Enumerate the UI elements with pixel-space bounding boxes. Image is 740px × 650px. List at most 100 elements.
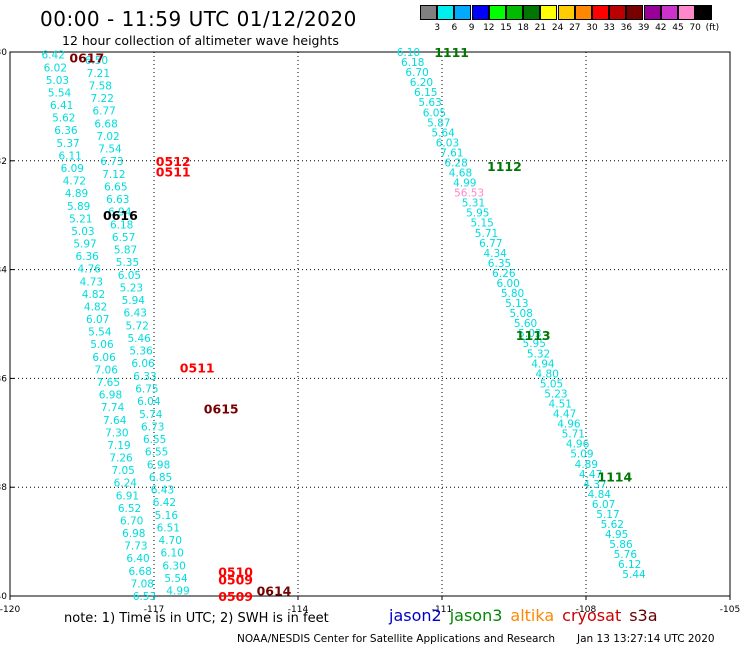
color-scale-label: 9 [468,23,475,33]
wave-height-value: 5.37 [56,138,79,150]
wave-height-value: 4.95 [605,529,628,541]
axis-ticks: -120 -117 -114 -111 -108 -105 -30 -32 -34 -36 -38 -… [0,48,740,615]
wave-height-value: 6.98 [122,528,145,540]
y-tick-label: -36 [0,374,7,384]
wave-height-value: 5.08 [510,308,533,320]
wave-height-value: 6.57 [112,232,135,244]
wave-height-value: 6.68 [94,118,117,130]
wave-height-value: 5.74 [139,409,163,421]
color-scale-label: 21 [534,23,547,33]
x-tick-label: -111 [432,605,452,615]
pass-time-label: 0615 [204,401,239,416]
wave-height-value: 6.75 [135,384,158,396]
wave-height-value: 6.73 [100,156,123,168]
wave-height-value: 5.23 [544,388,567,400]
wave-height-value: 6.06 [92,352,116,364]
wave-height-value: 7.05 [111,465,134,477]
wave-height-value: 6.05 [423,107,446,119]
wave-height-value: 4.76 [78,264,102,276]
wave-height-value: 5.15 [470,218,493,230]
wave-height-value: 5.03 [71,226,94,238]
color-scale-label: 27 [569,23,581,33]
wave-height-value: 7.26 [109,453,133,465]
footer: NOAA/NESDIS Center for Satellite Applica… [237,633,715,645]
wave-height-value: 4.70 [159,535,182,547]
wave-height-value: 4.99 [166,586,189,598]
wave-height-value: 6.04 [137,396,161,408]
color-scale-label: 45 [672,23,684,33]
wave-height-value: 5.64 [431,127,455,139]
wave-height-value: 5.23 [120,282,143,294]
wave-height-value: 4.68 [449,168,472,180]
wave-height-values: 6.426.025.035.546.415.626.365.376.116.09… [42,47,646,603]
x-tick-label: -114 [288,605,309,615]
x-tick-label: -117 [144,605,164,615]
footer-agency: NOAA/NESDIS Center for Satellite Applica… [237,633,555,645]
pass-time-label: 0512 [156,154,191,169]
pass-time-labels: 0617051205110616051106150510050906140509… [69,45,632,604]
color-swatch [540,5,558,20]
wave-height-value: 6.73 [141,421,164,433]
wave-height-value: 5.60 [514,318,537,330]
wave-height-value: 7.06 [95,364,119,376]
wave-height-value: 7.73 [124,541,147,553]
wave-height-value: 4.84 [588,489,612,501]
wave-height-value: 6.70 [120,515,143,527]
wave-height-value: 6.07 [592,499,615,511]
wave-height-value: 5.86 [609,539,633,551]
y-tick-label: -40 [0,592,7,602]
wave-height-value: 5.89 [67,201,90,213]
wave-height-value: 6.36 [75,251,99,263]
color-swatch [609,5,627,20]
plot-border [9,51,731,597]
color-swatch [523,5,541,20]
wave-height-value: 6.42 [42,50,65,62]
wave-height-value: 6.07 [86,314,109,326]
note-text: note: 1) Time is in UTC; 2) SWH is in fe… [64,611,329,626]
color-swatch [643,5,661,20]
legend-entry-cryosat: cryosat [562,606,622,625]
wave-height-value: 7.02 [96,131,119,143]
wave-height-value: 6.18 [110,219,133,231]
wave-height-value: 6.55 [143,434,166,446]
color-swatch [660,5,678,20]
wave-height-value: 6.30 [162,560,185,572]
wave-height-value: 7.12 [102,169,125,181]
pass-time-label: 0616 [103,208,138,223]
color-scale-label: 70 [689,23,701,33]
wave-height-value: 6.68 [128,566,151,578]
wave-height-value: 5.95 [466,208,489,220]
color-scale-label: 6 [451,23,458,33]
wave-height-value: 5.09 [570,449,593,461]
wave-height-value: 6.28 [444,157,467,169]
color-swatch [420,5,437,20]
wave-height-value: 4.96 [566,439,590,451]
wave-height-value: 7.61 [440,147,463,159]
wave-height-value: 5.80 [501,288,524,300]
wave-height-value: 5.95 [523,338,546,350]
wave-height-value: 4.99 [453,178,476,190]
wave-height-value: 5.76 [614,549,638,561]
wave-height-value: 7.74 [101,402,125,414]
wave-height-value: 4.82 [84,301,107,313]
wave-height-value: 7.08 [131,578,154,590]
pass-time-label: 0509 [218,573,253,588]
wave-height-value: 4.89 [575,459,598,471]
wave-height-value: 5.21 [69,213,92,225]
color-swatch [557,5,575,20]
wave-height-value: 5.35 [116,257,139,269]
grid-lines [10,52,730,596]
wave-height-value: 6.43 [151,485,174,497]
wave-height-value: 6.50 [85,55,108,67]
footer-timestamp: Jan 13 13:27:14 UTC 2020 [577,633,715,645]
wave-height-value: 6.20 [410,77,433,89]
x-tick-label: -120 [0,605,20,615]
y-tick-label: -32 [0,157,7,167]
wave-height-value: 5.31 [462,198,485,210]
color-scale-label: 33 [603,23,615,33]
chart-title: 00:00 - 11:59 UTC 01/12/2020 [40,7,357,31]
color-swatch [592,5,609,20]
wave-height-value: 4.73 [80,276,103,288]
wave-height-value: 6.85 [149,472,172,484]
